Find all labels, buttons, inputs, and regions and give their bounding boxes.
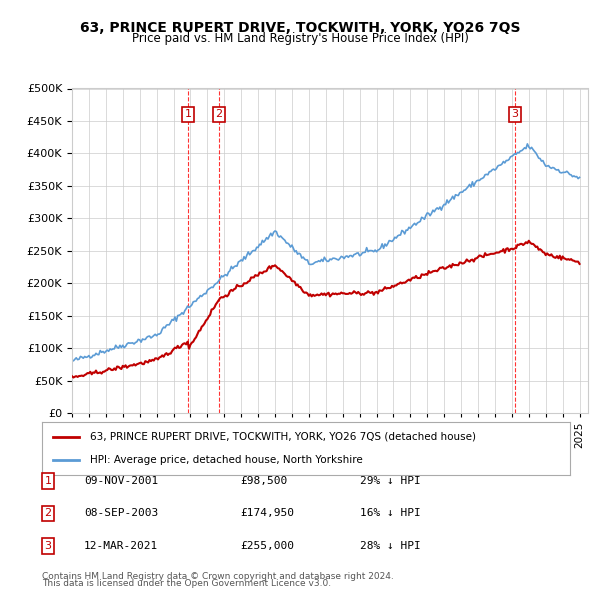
Text: HPI: Average price, detached house, North Yorkshire: HPI: Average price, detached house, Nort…	[89, 455, 362, 465]
Text: 09-NOV-2001: 09-NOV-2001	[84, 476, 158, 486]
Text: 63, PRINCE RUPERT DRIVE, TOCKWITH, YORK, YO26 7QS: 63, PRINCE RUPERT DRIVE, TOCKWITH, YORK,…	[80, 21, 520, 35]
Text: 63, PRINCE RUPERT DRIVE, TOCKWITH, YORK, YO26 7QS (detached house): 63, PRINCE RUPERT DRIVE, TOCKWITH, YORK,…	[89, 432, 476, 442]
Text: 12-MAR-2021: 12-MAR-2021	[84, 541, 158, 550]
Text: £174,950: £174,950	[240, 509, 294, 518]
Text: 2: 2	[44, 509, 52, 518]
Text: £255,000: £255,000	[240, 541, 294, 550]
Text: 16% ↓ HPI: 16% ↓ HPI	[360, 509, 421, 518]
Text: This data is licensed under the Open Government Licence v3.0.: This data is licensed under the Open Gov…	[42, 579, 331, 588]
Text: 1: 1	[44, 476, 52, 486]
Text: 3: 3	[44, 541, 52, 550]
Text: Price paid vs. HM Land Registry's House Price Index (HPI): Price paid vs. HM Land Registry's House …	[131, 32, 469, 45]
Text: 29% ↓ HPI: 29% ↓ HPI	[360, 476, 421, 486]
Text: 3: 3	[512, 110, 518, 119]
Text: 28% ↓ HPI: 28% ↓ HPI	[360, 541, 421, 550]
Text: 1: 1	[185, 110, 191, 119]
Text: 2: 2	[215, 110, 223, 119]
Text: Contains HM Land Registry data © Crown copyright and database right 2024.: Contains HM Land Registry data © Crown c…	[42, 572, 394, 581]
Text: £98,500: £98,500	[240, 476, 287, 486]
Text: 08-SEP-2003: 08-SEP-2003	[84, 509, 158, 518]
